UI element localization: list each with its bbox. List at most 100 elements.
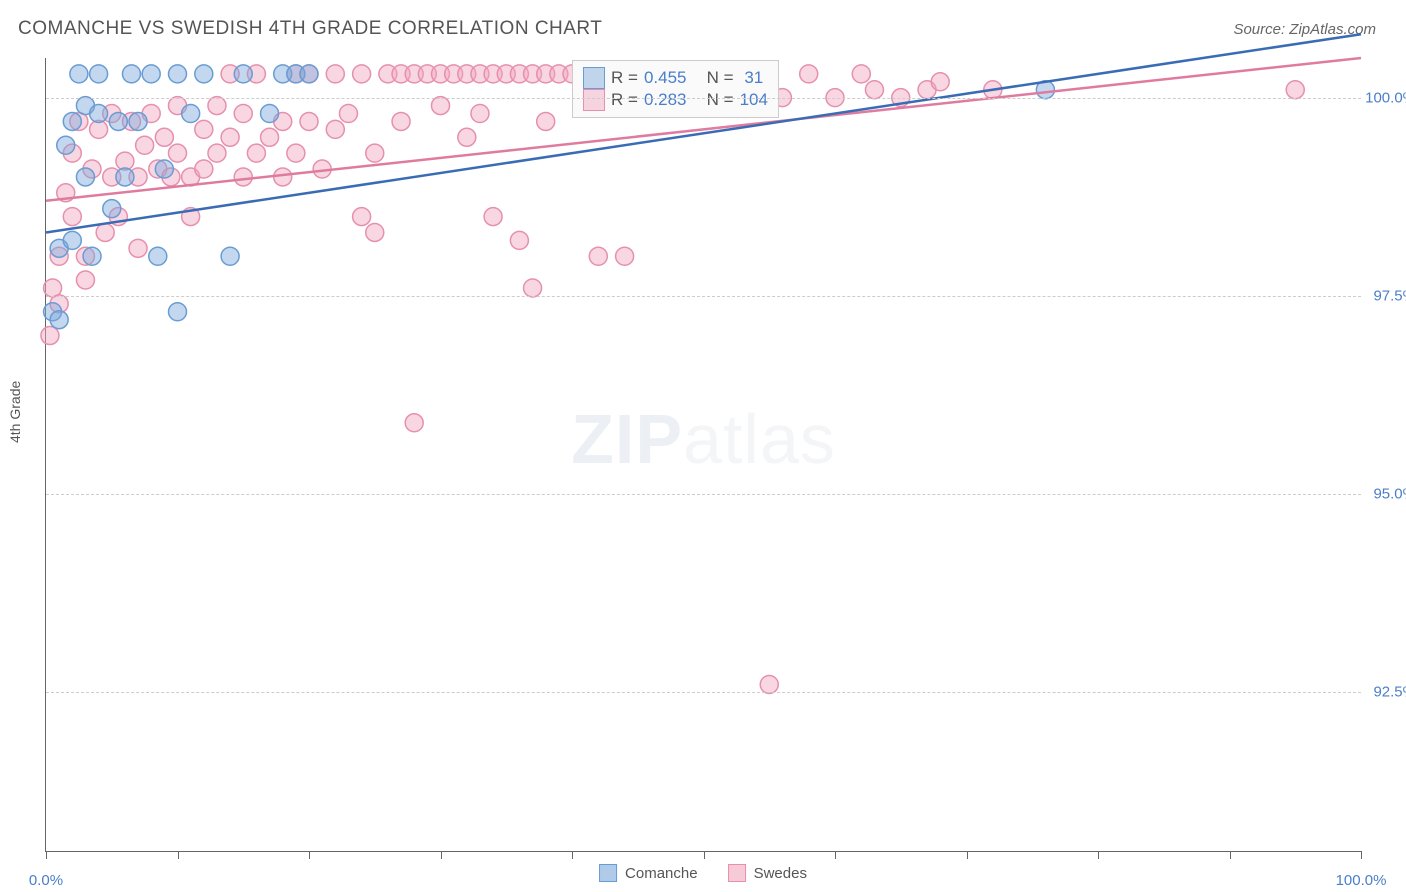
scatter-point-swedes bbox=[234, 105, 252, 123]
scatter-point-comanche bbox=[149, 247, 167, 265]
scatter-point-comanche bbox=[155, 160, 173, 178]
scatter-point-swedes bbox=[247, 144, 265, 162]
scatter-point-swedes bbox=[169, 144, 187, 162]
scatter-svg bbox=[46, 58, 1361, 851]
scatter-point-swedes bbox=[136, 136, 154, 154]
legend-label: Swedes bbox=[754, 865, 807, 882]
scatter-point-comanche bbox=[182, 105, 200, 123]
chart-container: 4th Grade ZIPatlas R = 0.455 N = 31 R = … bbox=[45, 58, 1361, 852]
scatter-point-swedes bbox=[208, 97, 226, 115]
scatter-point-comanche bbox=[90, 105, 108, 123]
scatter-point-swedes bbox=[353, 208, 371, 226]
scatter-point-swedes bbox=[221, 128, 239, 146]
scatter-point-swedes bbox=[366, 144, 384, 162]
scatter-point-swedes bbox=[195, 160, 213, 178]
x-tick bbox=[1098, 851, 1099, 859]
scatter-point-comanche bbox=[103, 200, 121, 218]
scatter-point-swedes bbox=[261, 128, 279, 146]
scatter-point-comanche bbox=[116, 168, 134, 186]
legend-swatch bbox=[583, 89, 605, 111]
scatter-point-swedes bbox=[339, 105, 357, 123]
scatter-point-swedes bbox=[353, 65, 371, 83]
legend-row-comanche: R = 0.455 N = 31 bbox=[583, 67, 768, 89]
gridline bbox=[46, 98, 1361, 99]
scatter-point-swedes bbox=[300, 112, 318, 130]
x-tick bbox=[1361, 851, 1362, 859]
scatter-point-swedes bbox=[41, 327, 59, 345]
gridline bbox=[46, 296, 1361, 297]
scatter-point-comanche bbox=[109, 112, 127, 130]
x-tick-label: 100.0% bbox=[1336, 872, 1387, 889]
scatter-point-swedes bbox=[76, 271, 94, 289]
scatter-point-swedes bbox=[326, 120, 344, 138]
scatter-point-swedes bbox=[392, 112, 410, 130]
scatter-point-comanche bbox=[300, 65, 318, 83]
scatter-point-swedes bbox=[326, 65, 344, 83]
scatter-point-swedes bbox=[484, 208, 502, 226]
scatter-point-swedes bbox=[865, 81, 883, 99]
scatter-point-comanche bbox=[63, 112, 81, 130]
y-tick-label: 95.0% bbox=[1361, 486, 1406, 503]
scatter-point-comanche bbox=[234, 65, 252, 83]
scatter-point-swedes bbox=[471, 105, 489, 123]
legend-label: Comanche bbox=[625, 865, 698, 882]
scatter-point-swedes bbox=[537, 112, 555, 130]
bottom-legend: Comanche Swedes bbox=[599, 864, 807, 882]
legend-label-n: N = bbox=[692, 68, 733, 88]
plot-area: ZIPatlas R = 0.455 N = 31 R = 0.283 N = … bbox=[45, 58, 1361, 852]
scatter-point-comanche bbox=[142, 65, 160, 83]
scatter-point-comanche bbox=[50, 311, 68, 329]
x-tick bbox=[704, 851, 705, 859]
legend-row-swedes: R = 0.283 N = 104 bbox=[583, 89, 768, 111]
x-tick bbox=[967, 851, 968, 859]
y-tick-label: 97.5% bbox=[1361, 287, 1406, 304]
legend-label-r: R = bbox=[611, 90, 638, 110]
scatter-point-comanche bbox=[195, 65, 213, 83]
scatter-point-comanche bbox=[70, 65, 88, 83]
scatter-point-comanche bbox=[83, 247, 101, 265]
scatter-point-swedes bbox=[287, 144, 305, 162]
scatter-point-comanche bbox=[63, 231, 81, 249]
scatter-point-swedes bbox=[234, 168, 252, 186]
scatter-point-comanche bbox=[169, 303, 187, 321]
scatter-point-comanche bbox=[169, 65, 187, 83]
x-tick-label: 0.0% bbox=[29, 872, 63, 889]
scatter-point-swedes bbox=[524, 279, 542, 297]
x-tick bbox=[1230, 851, 1231, 859]
x-tick bbox=[178, 851, 179, 859]
chart-title: COMANCHE VS SWEDISH 4TH GRADE CORRELATIO… bbox=[18, 18, 602, 40]
scatter-point-swedes bbox=[129, 239, 147, 257]
legend-label-r: R = bbox=[611, 68, 638, 88]
x-tick bbox=[441, 851, 442, 859]
gridline bbox=[46, 494, 1361, 495]
scatter-point-swedes bbox=[616, 247, 634, 265]
scatter-point-swedes bbox=[96, 223, 114, 241]
scatter-point-swedes bbox=[589, 247, 607, 265]
x-tick bbox=[46, 851, 47, 859]
y-tick-label: 100.0% bbox=[1361, 89, 1406, 106]
scatter-point-swedes bbox=[760, 675, 778, 693]
scatter-point-comanche bbox=[122, 65, 140, 83]
scatter-point-swedes bbox=[155, 128, 173, 146]
scatter-point-swedes bbox=[800, 65, 818, 83]
scatter-point-swedes bbox=[195, 120, 213, 138]
x-tick bbox=[309, 851, 310, 859]
scatter-point-swedes bbox=[405, 414, 423, 432]
legend-swatch bbox=[599, 864, 617, 882]
correlation-legend: R = 0.455 N = 31 R = 0.283 N = 104 bbox=[572, 60, 779, 118]
gridline bbox=[46, 692, 1361, 693]
scatter-point-comanche bbox=[261, 105, 279, 123]
scatter-point-comanche bbox=[57, 136, 75, 154]
y-axis-label: 4th Grade bbox=[7, 381, 23, 443]
x-tick bbox=[835, 851, 836, 859]
scatter-point-swedes bbox=[366, 223, 384, 241]
scatter-point-swedes bbox=[208, 144, 226, 162]
scatter-point-swedes bbox=[458, 128, 476, 146]
legend-item: Swedes bbox=[728, 864, 807, 882]
scatter-point-comanche bbox=[221, 247, 239, 265]
legend-value-r: 0.455 bbox=[644, 68, 687, 88]
scatter-point-swedes bbox=[931, 73, 949, 91]
scatter-point-swedes bbox=[1286, 81, 1304, 99]
scatter-point-comanche bbox=[90, 65, 108, 83]
scatter-point-swedes bbox=[852, 65, 870, 83]
